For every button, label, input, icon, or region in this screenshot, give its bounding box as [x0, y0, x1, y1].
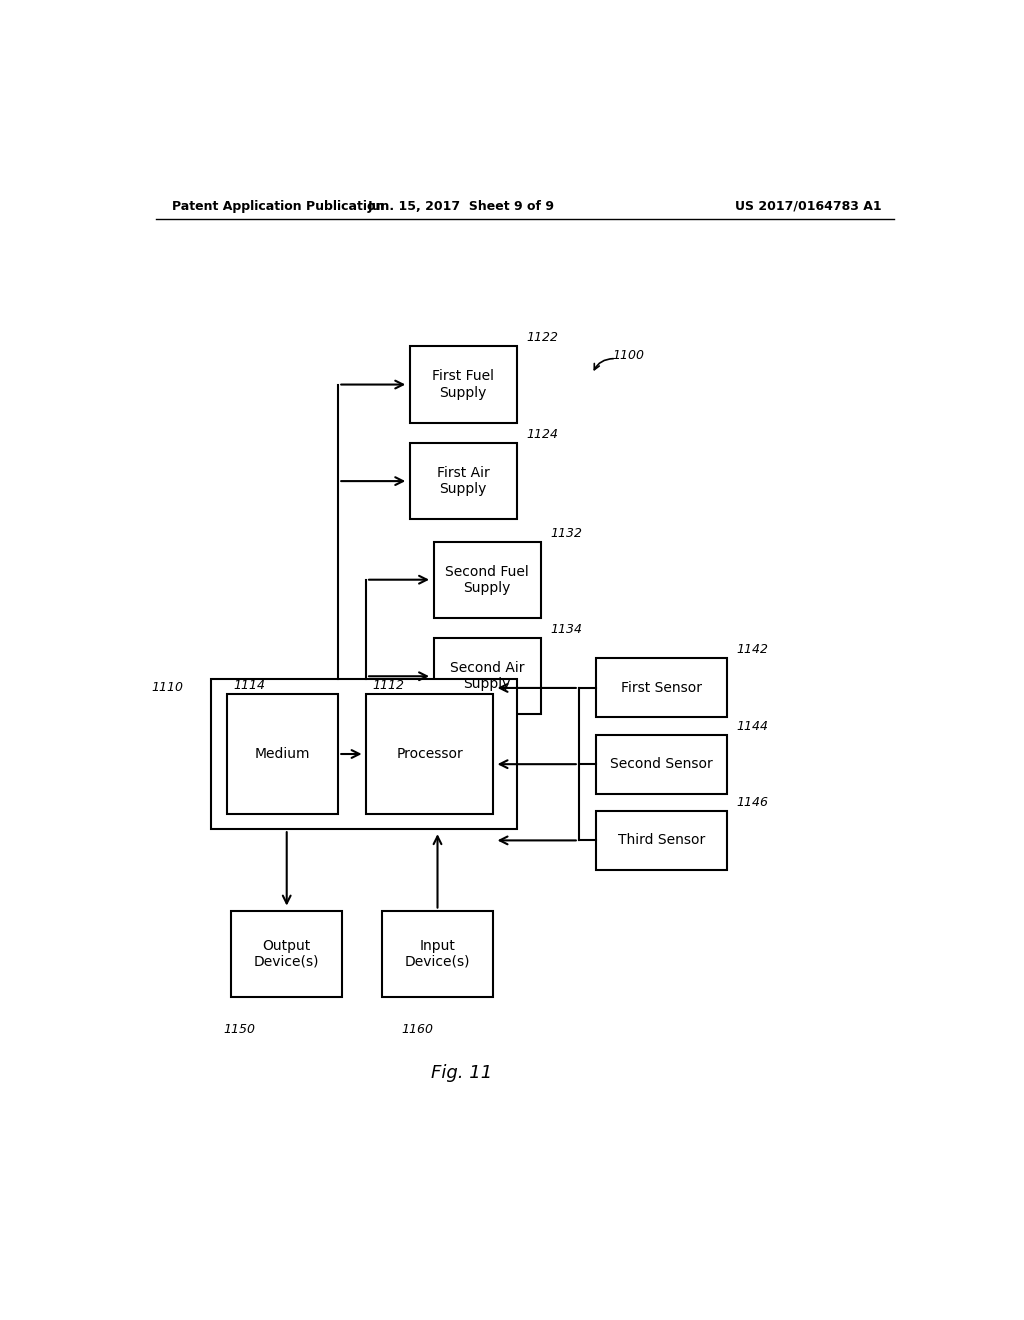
Text: 1146: 1146	[736, 796, 769, 809]
Text: Second Fuel
Supply: Second Fuel Supply	[445, 565, 529, 595]
FancyBboxPatch shape	[410, 444, 517, 519]
Text: First Air
Supply: First Air Supply	[437, 466, 489, 496]
Text: Third Sensor: Third Sensor	[618, 833, 706, 847]
FancyBboxPatch shape	[410, 346, 517, 422]
FancyBboxPatch shape	[382, 911, 494, 997]
FancyBboxPatch shape	[227, 694, 338, 814]
Text: First Fuel
Supply: First Fuel Supply	[432, 370, 495, 400]
Text: 1114: 1114	[233, 678, 265, 692]
Text: 1150: 1150	[223, 1023, 255, 1036]
Text: Second Air
Supply: Second Air Supply	[450, 661, 524, 692]
Text: Patent Application Publication: Patent Application Publication	[172, 199, 384, 213]
Text: 1124: 1124	[526, 428, 558, 441]
Text: Jun. 15, 2017  Sheet 9 of 9: Jun. 15, 2017 Sheet 9 of 9	[368, 199, 555, 213]
FancyBboxPatch shape	[433, 638, 541, 714]
FancyBboxPatch shape	[367, 694, 494, 814]
Text: Input
Device(s): Input Device(s)	[404, 939, 470, 969]
FancyBboxPatch shape	[596, 735, 727, 793]
Text: Medium: Medium	[255, 747, 310, 762]
Text: 1112: 1112	[373, 678, 404, 692]
Text: US 2017/0164783 A1: US 2017/0164783 A1	[735, 199, 882, 213]
Text: 1134: 1134	[550, 623, 583, 636]
Text: 1122: 1122	[526, 331, 558, 345]
Text: 1110: 1110	[152, 681, 184, 694]
Text: First Sensor: First Sensor	[622, 681, 702, 694]
Text: 1100: 1100	[612, 348, 644, 362]
FancyBboxPatch shape	[596, 810, 727, 870]
Text: Second Sensor: Second Sensor	[610, 758, 713, 771]
FancyBboxPatch shape	[433, 541, 541, 618]
Text: 1160: 1160	[401, 1023, 434, 1036]
Text: 1132: 1132	[550, 527, 583, 540]
Text: Output
Device(s): Output Device(s)	[254, 939, 319, 969]
Text: Processor: Processor	[396, 747, 463, 762]
Text: 1144: 1144	[736, 719, 769, 733]
FancyBboxPatch shape	[231, 911, 342, 997]
FancyBboxPatch shape	[211, 678, 517, 829]
Text: 1142: 1142	[736, 643, 769, 656]
Text: Fig. 11: Fig. 11	[431, 1064, 492, 1082]
FancyBboxPatch shape	[596, 659, 727, 718]
